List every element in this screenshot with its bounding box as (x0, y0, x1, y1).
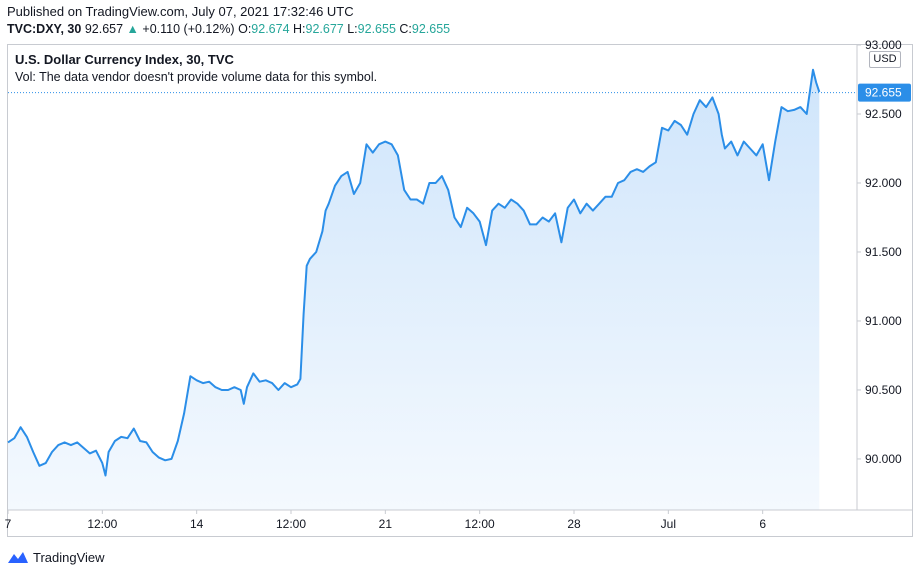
up-arrow-icon: ▲ (126, 22, 139, 36)
published-note: Published on TradingView.com, July 07, 2… (7, 4, 354, 19)
currency-badge[interactable]: USD (869, 51, 901, 68)
x-tick-label: 14 (190, 517, 204, 531)
low-label: L: (347, 22, 358, 36)
tradingview-logo-icon (8, 552, 28, 563)
price-series-line[interactable] (7, 68, 821, 477)
last-price-badge (858, 83, 911, 102)
open-value: 92.674 (251, 22, 290, 36)
price-area-fill (8, 69, 820, 511)
x-tick-label: 12:00 (276, 517, 306, 531)
close-label: C: (399, 22, 412, 36)
x-tick-label: Jul (661, 517, 676, 531)
open-label: O: (238, 22, 252, 36)
legend-title: U.S. Dollar Currency Index, 30, TVC (15, 52, 234, 67)
symbol-label: TVC:DXY, 30 (7, 22, 82, 36)
y-tick-label: 93.000 (865, 38, 902, 52)
y-tick-label: 92.500 (865, 107, 902, 121)
close-value: 92.655 (411, 22, 451, 36)
y-tick-label: 91.000 (865, 314, 902, 328)
ohlc-header: TVC:DXY, 30 92.657 ▲ +0.110 (+0.12%) O:9… (7, 22, 450, 36)
last-price: 92.657 (84, 22, 124, 36)
price-change: +0.110 (+0.12%) (142, 22, 235, 36)
y-tick-label: 92.000 (865, 176, 902, 190)
y-tick-label: 91.500 (865, 245, 902, 259)
last-price-label: 92.655 (865, 86, 902, 100)
footer-brand[interactable]: TradingView (7, 548, 105, 566)
x-tick-label: 12:00 (465, 517, 495, 531)
x-tick-label: 7 (5, 517, 12, 531)
x-tick-label: 6 (759, 517, 766, 531)
low-value: 92.655 (357, 22, 396, 36)
y-tick-label: 90.500 (865, 383, 902, 397)
chart-frame (7, 44, 913, 537)
x-tick-label: 12:00 (87, 517, 117, 531)
high-value: 92.677 (305, 22, 344, 36)
brand-name: TradingView (33, 549, 105, 565)
x-tick-label: 28 (567, 517, 581, 531)
x-tick-label: 21 (379, 517, 393, 531)
y-tick-label: 90.000 (865, 452, 902, 466)
high-label: H: (293, 22, 306, 36)
volume-note: Vol: The data vendor doesn't provide vol… (15, 70, 378, 84)
